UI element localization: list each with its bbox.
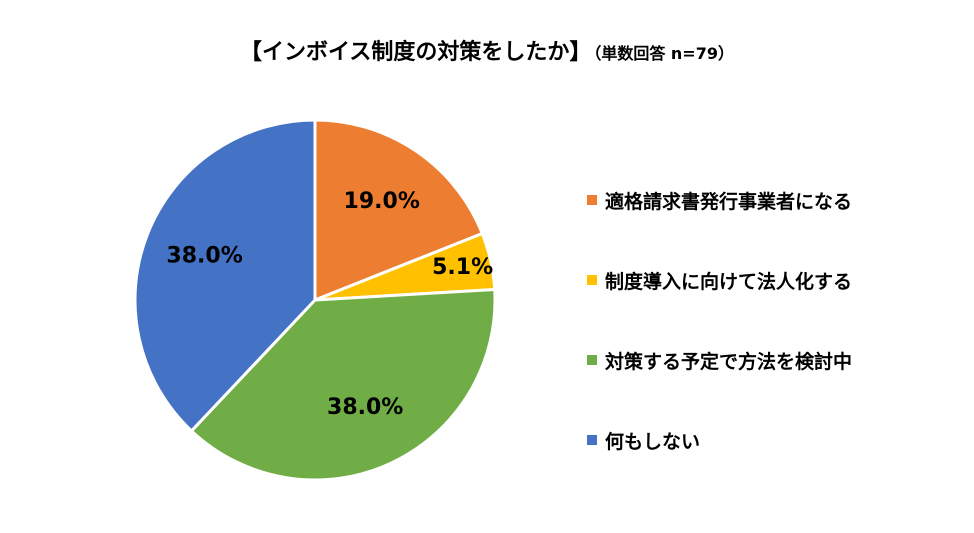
legend-item-1: 制度導入に向けて法人化する [587,240,852,320]
legend-item-2: 対策する予定で方法を検討中 [587,320,852,400]
title-subtitle: （単数回答 n=79） [593,44,734,63]
data-label-considering: 38.0% [327,395,403,420]
data-label-nothing: 38.0% [166,244,242,269]
legend-item-3: 何もしない [587,400,852,480]
legend-swatch-2 [587,355,597,365]
pie-slices [133,118,497,482]
legend-label-2: 対策する予定で方法を検討中 [605,350,853,373]
chart-title: 【インボイス制度の対策をしたか】 （単数回答 n=79） [0,34,974,66]
legend-swatch-3 [587,435,597,445]
title-main: 【インボイス制度の対策をしたか】 [240,40,592,65]
legend-swatch-0 [587,195,597,205]
pie-slice-nothing [133,118,317,434]
pie-labels: 19.0% 5.1% 38.0% 38.0% [166,189,493,420]
pie-slice-considering [189,287,497,482]
legend-label-3: 何もしない [605,430,701,453]
legend-label-1: 制度導入に向けて法人化する [605,270,853,293]
legend-swatch-1 [587,275,597,285]
pie-slice-issuer [313,118,485,303]
data-label-issuer: 19.0% [344,189,420,214]
legend-label-0: 適格請求書発行事業者になる [605,190,853,213]
legend-item-0: 適格請求書発行事業者になる [587,160,852,240]
data-label-incorporate: 5.1% [432,255,493,280]
legend: 適格請求書発行事業者になる 制度導入に向けて法人化する 対策する予定で方法を検討… [587,160,852,480]
